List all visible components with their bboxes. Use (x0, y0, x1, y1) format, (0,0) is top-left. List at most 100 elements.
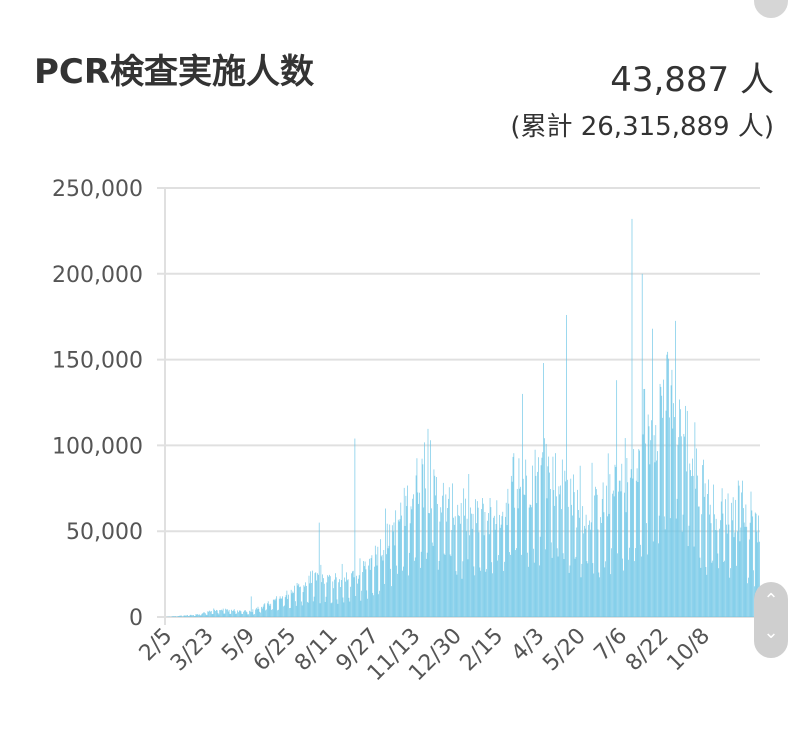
daily-bar (232, 610, 233, 617)
daily-bar (462, 561, 464, 617)
daily-bar (217, 613, 219, 617)
daily-bar (453, 517, 454, 617)
daily-bar (646, 554, 648, 617)
daily-bar (255, 609, 256, 617)
y-tick-label: 0 (129, 606, 143, 631)
daily-bar (612, 490, 614, 617)
daily-bar (311, 582, 312, 617)
daily-bar (287, 598, 289, 617)
daily-bar (548, 456, 550, 617)
daily-bar (468, 474, 470, 617)
daily-bar (298, 583, 300, 617)
daily-bar (602, 482, 604, 617)
daily-bar (416, 458, 418, 617)
daily-bar (313, 596, 315, 617)
daily-bar (331, 602, 333, 617)
daily-bar (748, 539, 750, 617)
daily-bar (581, 563, 583, 617)
daily-bar (189, 615, 191, 617)
daily-bar (626, 458, 628, 617)
daily-bar (230, 613, 232, 617)
daily-bar (672, 428, 674, 617)
daily-bar (193, 615, 194, 617)
daily-bar (628, 559, 629, 617)
daily-bar (754, 512, 756, 617)
daily-bar (607, 516, 608, 617)
daily-bar (339, 579, 340, 617)
daily-bar (723, 561, 725, 617)
daily-bar (312, 601, 314, 617)
daily-bar (472, 513, 474, 617)
daily-bar (482, 503, 484, 617)
daily-bar (273, 599, 275, 617)
daily-bar (728, 524, 730, 617)
daily-bar (508, 503, 510, 617)
daily-bar (583, 533, 584, 617)
daily-bar (187, 614, 188, 617)
daily-bar (745, 504, 747, 617)
scroll-controls[interactable]: ⌃ ⌄ (754, 582, 788, 658)
daily-bar (305, 582, 306, 617)
daily-bar (678, 437, 680, 617)
daily-bar (469, 535, 470, 617)
chevron-up-icon[interactable]: ⌃ (763, 590, 779, 611)
daily-bar (204, 612, 205, 617)
daily-bar (366, 590, 368, 617)
daily-bar (709, 514, 710, 617)
daily-bar (526, 475, 527, 617)
daily-bar (260, 612, 261, 617)
daily-bar (673, 403, 674, 617)
daily-bar (378, 594, 380, 617)
daily-bar (747, 583, 748, 617)
daily-bar (597, 529, 599, 617)
daily-bar (661, 395, 663, 617)
daily-bar (454, 524, 455, 617)
daily-bar (726, 533, 728, 617)
daily-bar (375, 554, 377, 617)
daily-bar (692, 475, 694, 617)
daily-bar (675, 518, 677, 617)
daily-bar (284, 605, 285, 617)
daily-bar (268, 604, 270, 617)
daily-bar (615, 466, 617, 617)
daily-bar (669, 417, 670, 617)
daily-bar (192, 615, 193, 617)
daily-bar (592, 563, 594, 617)
daily-bar (734, 532, 736, 617)
daily-bar (459, 516, 460, 617)
daily-bar (636, 468, 638, 617)
daily-bar (493, 517, 494, 617)
daily-bar (215, 610, 216, 617)
daily-bar (296, 583, 298, 617)
daily-bar (402, 570, 403, 617)
daily-bar (654, 462, 656, 617)
daily-bar (722, 513, 724, 617)
daily-bar (240, 611, 242, 617)
daily-bar (303, 585, 305, 617)
x-tick-label: 5/20 (538, 624, 591, 677)
daily-bar (570, 478, 572, 617)
daily-bar (549, 472, 550, 617)
daily-bar (571, 504, 572, 617)
daily-bar (631, 218, 633, 617)
daily-bar (329, 576, 331, 617)
daily-bar (538, 457, 539, 617)
daily-bar (198, 614, 199, 617)
daily-bar (393, 522, 395, 617)
daily-bar (752, 516, 754, 617)
daily-bar (373, 595, 374, 617)
daily-bar (246, 612, 248, 617)
daily-bar (642, 434, 644, 617)
daily-bar (282, 596, 283, 617)
daily-bar (715, 518, 717, 617)
daily-bar (382, 560, 384, 617)
scrollbar-top-handle[interactable] (754, 0, 788, 18)
daily-bar (465, 498, 466, 617)
daily-bar (539, 536, 541, 617)
daily-bar (384, 583, 385, 617)
chevron-down-icon[interactable]: ⌄ (763, 622, 779, 643)
daily-bar (188, 616, 190, 617)
daily-bar (257, 606, 259, 617)
daily-bar (259, 611, 261, 617)
daily-bar (483, 535, 485, 617)
